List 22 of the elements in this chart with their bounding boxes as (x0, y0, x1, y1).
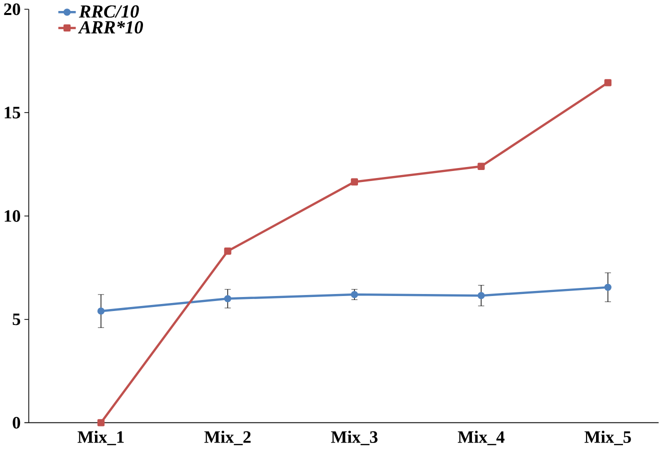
y-tick-label: 10 (4, 210, 20, 222)
y-tick-label: 0 (12, 417, 20, 429)
point (478, 292, 485, 300)
y-tick-label: 5 (12, 314, 20, 326)
point (604, 79, 612, 86)
point (478, 163, 485, 170)
x-tick-label: Mix_3 (331, 430, 378, 446)
y-tick-label: 20 (4, 4, 20, 16)
legend-label: RRC/10 (78, 6, 139, 18)
point (350, 291, 358, 298)
x-tick-label: Mix_1 (78, 430, 124, 446)
point (97, 419, 105, 427)
point (97, 308, 105, 315)
x-tick-label: Mix_2 (204, 430, 251, 446)
point (224, 295, 232, 302)
x-tick-label: Mix_5 (584, 430, 631, 446)
x-tick-label: Mix_4 (458, 430, 504, 446)
point (350, 178, 358, 186)
point (604, 284, 612, 292)
point (224, 248, 232, 255)
legend-label: ARR*10 (78, 21, 144, 34)
y-tick-label: 15 (4, 107, 20, 119)
